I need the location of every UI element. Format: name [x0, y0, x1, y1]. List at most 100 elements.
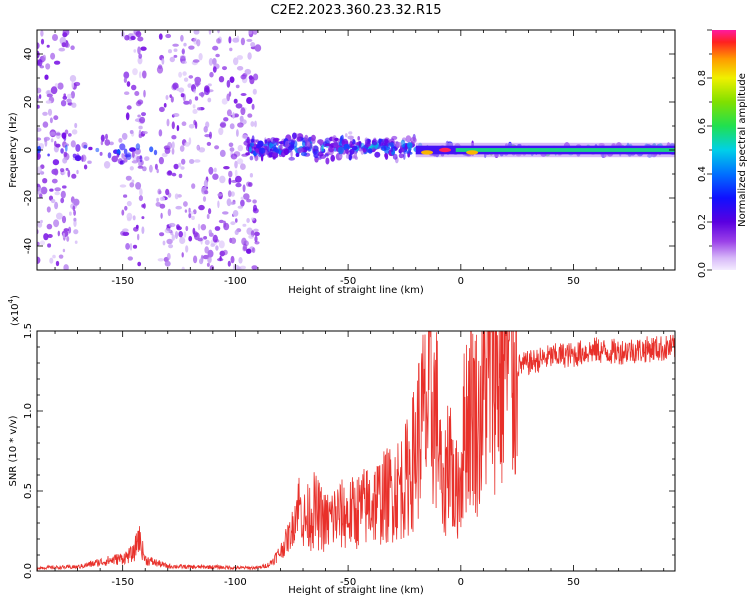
spectrogram-cell — [279, 144, 283, 151]
snr-x-ticks: -150 -100 -50 0 50 — [54, 331, 665, 588]
spectrogram-cell — [235, 84, 240, 89]
spectrogram-cell — [216, 38, 221, 44]
spectrogram-cell — [132, 68, 138, 76]
spectrogram-cell — [42, 111, 48, 116]
spectrogram-cell — [116, 153, 120, 158]
spectrogram-cell — [156, 168, 159, 174]
spectrogram-cell — [104, 139, 111, 146]
spectrogram-x-tick-label: -50 — [340, 276, 356, 287]
spectrogram-cell — [212, 66, 217, 73]
spectrogram-cell — [119, 160, 125, 165]
spectrogram-cell — [218, 240, 225, 249]
spectrogram-cell — [45, 63, 51, 70]
spectrogram-cell — [321, 144, 325, 152]
spectrogram-cell — [251, 247, 256, 254]
snr-y-axis-label: SNR (10 * v/v) — [8, 415, 19, 486]
spectrogram-cell — [183, 231, 187, 238]
spectrogram-cell — [161, 152, 168, 158]
spectrogram-cell — [229, 123, 235, 130]
spectrogram-cell — [60, 190, 66, 199]
spectrogram-cell — [171, 234, 175, 241]
spectrogram-cell — [173, 163, 179, 170]
spectrogram-cell — [208, 58, 213, 66]
spectrogram-cell — [234, 160, 238, 169]
spectrogram-cell — [135, 224, 139, 230]
spectrogram-cell — [215, 53, 220, 58]
spectrogram-cell — [123, 71, 130, 79]
spectrogram-y-ticks: -40 -20 0 20 40 — [23, 29, 675, 271]
spectrogram-cell — [138, 195, 143, 202]
spectrogram-cell — [254, 235, 258, 243]
spectrogram-cell — [399, 148, 405, 153]
spectrogram-cell — [233, 113, 239, 118]
spectrogram-cell — [253, 204, 257, 212]
spectrogram-cell — [66, 236, 70, 242]
spectrogram-cell — [217, 193, 223, 197]
spectrogram-cell — [248, 75, 254, 80]
spectrogram-cell — [55, 260, 60, 267]
spectrogram-cell — [260, 154, 264, 162]
spectrogram-cell — [207, 83, 212, 87]
spectrogram-cell — [337, 146, 344, 154]
spectrogram-cell — [251, 103, 255, 110]
spectrogram-cell — [237, 144, 243, 152]
spectrogram-cell — [403, 152, 406, 160]
spectrogram-cell — [235, 182, 242, 188]
spectrogram-cell — [253, 231, 260, 237]
spectrogram-cell — [164, 260, 171, 267]
spectrogram-cell — [328, 145, 335, 153]
spectrogram-cell — [300, 151, 308, 157]
spectrogram-cell — [53, 60, 61, 65]
spectrogram-cell — [230, 221, 236, 226]
spectrogram-cell — [60, 197, 65, 204]
spectrogram-cell — [53, 115, 59, 121]
spectrogram-cell — [189, 159, 195, 164]
spectrogram-cell — [158, 33, 163, 40]
spectrogram-cell — [181, 121, 187, 126]
spectrogram-cell — [247, 113, 253, 118]
spectrogram-cell — [62, 232, 66, 239]
spectrogram-cell — [142, 70, 147, 79]
spectrogram-cell — [173, 48, 178, 52]
spectrogram-cell — [139, 116, 146, 124]
spectrogram-cell — [194, 76, 202, 84]
spectrogram-cell — [230, 255, 235, 264]
spectrogram-cell — [284, 140, 290, 148]
spectrogram-cell — [61, 132, 67, 139]
spectrogram-cell — [73, 229, 79, 235]
spectrogram-y-axis-label: Frequency (Hz) — [8, 112, 19, 188]
spectrogram-cell — [228, 170, 233, 178]
spectrogram-cell — [210, 243, 215, 248]
spectrogram-cell — [67, 133, 72, 137]
spectrogram-cell — [50, 52, 56, 60]
spectrogram-cell — [347, 135, 355, 140]
spectrogram-cell — [255, 143, 262, 149]
spectrogram-cell — [70, 45, 75, 50]
spectrogram-cell — [229, 47, 233, 52]
snr-panel: -150 -100 -50 0 50 0.0 0.5 1.0 1.5 Height of st… — [7, 295, 676, 596]
spectrogram-cell — [222, 211, 229, 215]
spectrogram-cell — [241, 237, 247, 246]
spectrogram-cell — [141, 216, 145, 220]
spectrogram-cell — [37, 137, 42, 141]
spectrogram-cell — [188, 207, 191, 213]
spectrogram-cell — [42, 121, 49, 128]
spectrogram-cell — [228, 91, 232, 97]
spectrogram-cell — [54, 191, 60, 196]
spectrogram-cell — [218, 219, 224, 224]
spectrogram-cell — [55, 132, 61, 136]
spectrogram-peak-0 — [439, 147, 452, 153]
spectrogram-cell — [166, 252, 171, 261]
spectrogram-cell — [240, 196, 244, 200]
spectrogram-cell — [235, 103, 243, 109]
spectrogram-cell — [159, 106, 165, 113]
spectrogram-cell — [132, 244, 138, 249]
spectrogram-cell — [196, 39, 201, 47]
spectrogram-cell — [200, 91, 204, 98]
spectrogram-cell — [130, 35, 136, 41]
spectrogram-cell — [194, 96, 199, 101]
spectrogram-cell — [206, 214, 210, 219]
spectrogram-cell — [126, 212, 133, 221]
spectrogram-cell — [57, 82, 64, 90]
spectrogram-cell — [167, 208, 172, 217]
